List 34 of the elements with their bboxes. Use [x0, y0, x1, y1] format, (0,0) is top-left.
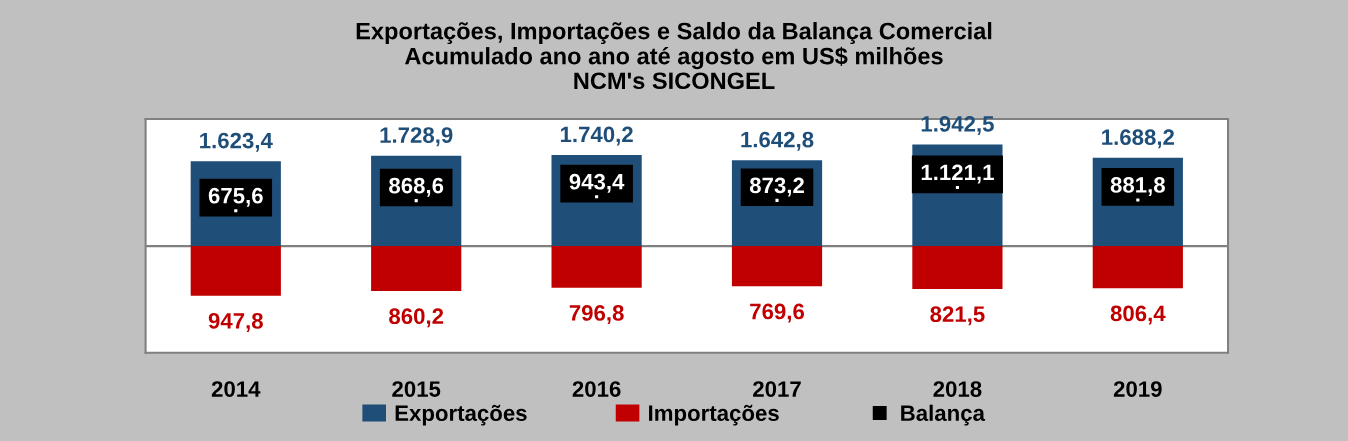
- data-label: 1.642,8: [741, 131, 814, 151]
- bar: [912, 246, 1003, 290]
- legend-label: Importações: [649, 404, 779, 426]
- annotation: 769,6: [750, 303, 805, 323]
- x-tick-label: 2018: [933, 381, 982, 397]
- annotation: 796,8: [569, 305, 624, 324]
- bar: [190, 246, 281, 296]
- data-label: 868,6: [389, 177, 444, 197]
- data-label: 943,4: [569, 173, 625, 193]
- bar: [551, 246, 642, 288]
- annotation: 806,4: [1110, 305, 1166, 325]
- data-label: 675,6: [208, 187, 263, 207]
- annotation: 947,8: [208, 312, 263, 332]
- data-label: 1.121,1: [921, 164, 994, 184]
- x-tick-label: 2019: [1113, 381, 1162, 397]
- x-tick-label: 2017: [753, 381, 801, 397]
- bar: [371, 246, 462, 292]
- legend-label: Exportações: [395, 404, 527, 426]
- x-tick-label: 2014: [211, 381, 261, 397]
- bar: [731, 246, 823, 287]
- data-label: 1.688,2: [1102, 129, 1175, 149]
- data-label: 1.623,4: [200, 132, 273, 152]
- chart-title: Exportações, Importações e Saldo da Balança Comercial Acumulado ano ano até agosto em US$ milhões NCM's SICONGEL: [356, 22, 992, 90]
- annotation: 821,5: [930, 306, 985, 326]
- data-label: 1.740,2: [560, 126, 633, 146]
- legend-label: Balança: [901, 404, 986, 426]
- data-label: 1.942,5: [921, 116, 994, 135]
- annotation: 860,2: [389, 308, 444, 328]
- data-label: 1.728,9: [380, 127, 453, 147]
- bar: [1092, 246, 1183, 289]
- x-tick-label: 2016: [572, 381, 621, 397]
- x-tick-label: 2015: [392, 381, 441, 397]
- data-label: 873,2: [749, 177, 804, 197]
- data-label: 881,8: [1110, 177, 1165, 197]
